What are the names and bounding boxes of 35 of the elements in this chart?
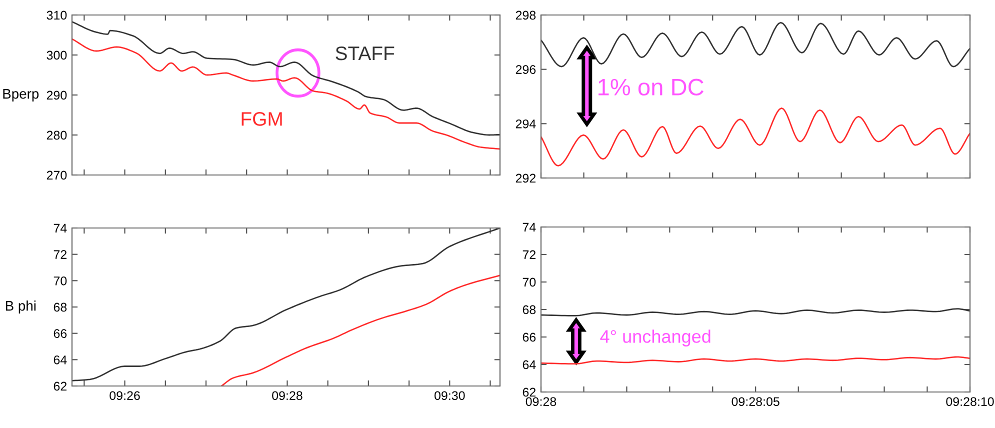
- y-tick-label: 62: [54, 382, 67, 391]
- y-tick-label: 66: [54, 329, 67, 338]
- y-tick-label: 72: [54, 250, 67, 259]
- annotation: 1% on DC: [598, 78, 704, 96]
- y-tick-label: 74: [522, 222, 536, 232]
- x-tick-label: 09:28:10: [946, 397, 994, 406]
- x-tick-label: 09:26: [110, 391, 140, 400]
- x-tick-label: 09:30: [434, 391, 465, 400]
- y-tick-label: 70: [522, 278, 536, 287]
- series-label: STAFF: [336, 46, 394, 60]
- x-tick-label: 09:28: [272, 391, 302, 400]
- series-label: FGM: [242, 112, 282, 126]
- y-tick-label: 62: [522, 388, 536, 397]
- y-tick-label: 74: [54, 224, 67, 233]
- annotation: 4° unchanged: [600, 330, 710, 346]
- y-tick-label: 68: [522, 305, 536, 314]
- y-tick-label: 298: [516, 10, 536, 20]
- y-tick-label: 70: [54, 276, 67, 286]
- y-tick-label: 64: [522, 360, 536, 370]
- y-tick-label: 292: [516, 174, 536, 183]
- y-tick-label: 310: [46, 10, 67, 20]
- y-tick-label: 296: [516, 65, 536, 74]
- y-axis-title: B phi: [6, 300, 36, 314]
- y-tick-label: 270: [46, 170, 67, 180]
- y-tick-label: 68: [54, 302, 67, 312]
- y-tick-label: 294: [516, 119, 536, 128]
- x-tick-label: 09:28: [526, 397, 556, 406]
- y-tick-label: 280: [46, 130, 67, 140]
- y-tick-label: 72: [522, 250, 536, 260]
- x-tick-label: 09:28:05: [732, 397, 780, 406]
- y-tick-label: 300: [46, 50, 67, 60]
- y-tick-label: 66: [522, 332, 536, 342]
- y-tick-label: 64: [54, 355, 67, 364]
- y-axis-title: Bperp: [3, 89, 39, 102]
- y-tick-label: 290: [46, 90, 67, 100]
